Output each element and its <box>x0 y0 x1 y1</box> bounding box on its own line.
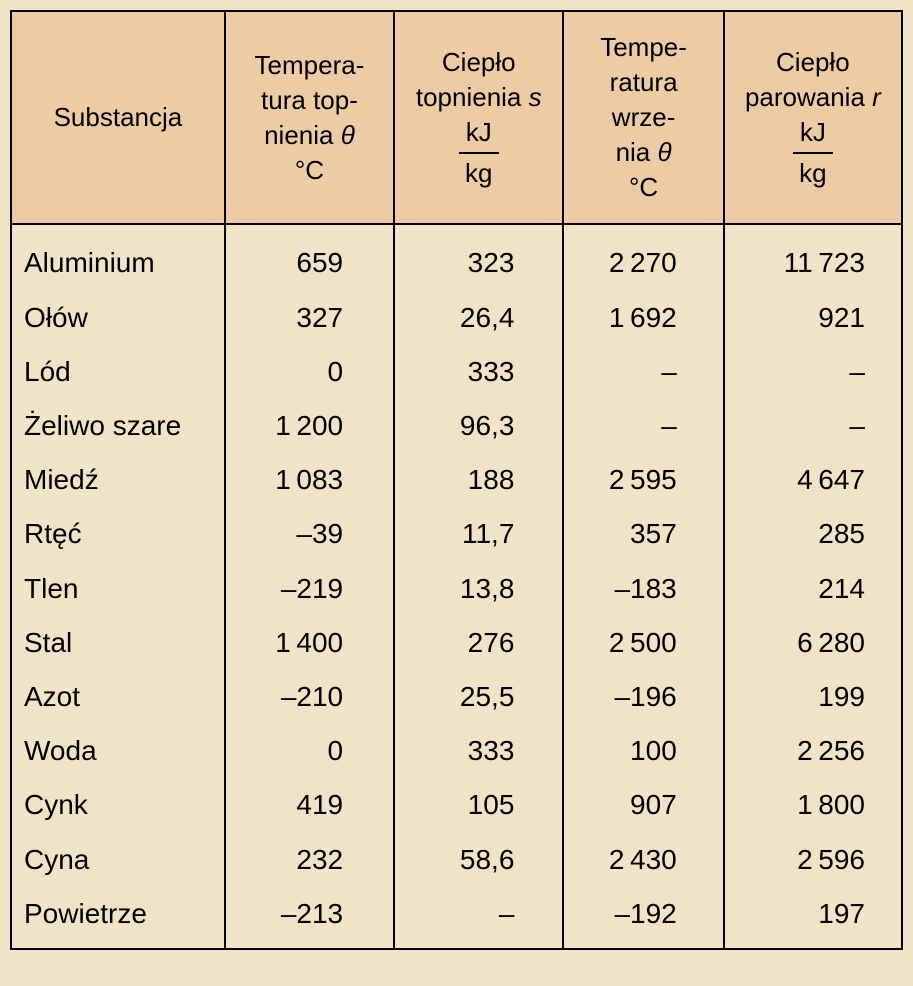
cell-melt-temp: 0 <box>225 724 394 778</box>
cell-boil-temp: – <box>563 345 723 399</box>
cell-melt-temp: 0 <box>225 345 394 399</box>
col-header-melt-temp: Tempera- tura top- nienia θ °C <box>225 11 394 224</box>
cell-melt-heat: 333 <box>394 724 563 778</box>
cell-melt-temp: –219 <box>225 562 394 616</box>
cell-boil-heat: 197 <box>724 887 902 949</box>
cell-melt-heat: 96,3 <box>394 399 563 453</box>
table-row: Ołów32726,41 692921 <box>11 291 902 345</box>
cell-boil-temp: 2 270 <box>563 224 723 290</box>
table-row: Stal1 4002762 5006 280 <box>11 616 902 670</box>
table-row: Żeliwo szare1 20096,3–– <box>11 399 902 453</box>
cell-melt-temp: 659 <box>225 224 394 290</box>
cell-substance: Tlen <box>11 562 225 616</box>
table-row: Aluminium6593232 27011 723 <box>11 224 902 290</box>
cell-boil-temp: 2 430 <box>563 833 723 887</box>
col-header-substance: Substancja <box>11 11 225 224</box>
cell-melt-temp: 327 <box>225 291 394 345</box>
cell-melt-temp: 1 083 <box>225 453 394 507</box>
cell-substance: Rtęć <box>11 507 225 561</box>
cell-boil-heat: 214 <box>724 562 902 616</box>
cell-boil-temp: 100 <box>563 724 723 778</box>
cell-melt-heat: 188 <box>394 453 563 507</box>
cell-boil-temp: –192 <box>563 887 723 949</box>
cell-boil-temp: 2 500 <box>563 616 723 670</box>
cell-boil-temp: 357 <box>563 507 723 561</box>
cell-melt-heat: 11,7 <box>394 507 563 561</box>
header-row: Substancja Tempera- tura top- nienia θ °… <box>11 11 902 224</box>
cell-boil-temp: –196 <box>563 670 723 724</box>
cell-boil-heat: 199 <box>724 670 902 724</box>
cell-melt-heat: 13,8 <box>394 562 563 616</box>
cell-melt-temp: –39 <box>225 507 394 561</box>
cell-substance: Aluminium <box>11 224 225 290</box>
cell-boil-temp: – <box>563 399 723 453</box>
cell-boil-heat: – <box>724 399 902 453</box>
cell-melt-heat: 26,4 <box>394 291 563 345</box>
cell-boil-heat: – <box>724 345 902 399</box>
cell-melt-heat: 276 <box>394 616 563 670</box>
cell-substance: Powietrze <box>11 887 225 949</box>
cell-melt-temp: 419 <box>225 778 394 832</box>
cell-boil-temp: 907 <box>563 778 723 832</box>
cell-melt-temp: –210 <box>225 670 394 724</box>
cell-melt-heat: 25,5 <box>394 670 563 724</box>
table-row: Woda03331002 256 <box>11 724 902 778</box>
cell-melt-heat: – <box>394 887 563 949</box>
cell-melt-heat: 333 <box>394 345 563 399</box>
cell-boil-temp: 1 692 <box>563 291 723 345</box>
col-header-boil-heat: Ciepło parowania r kJ kg <box>724 11 902 224</box>
cell-substance: Azot <box>11 670 225 724</box>
cell-boil-temp: –183 <box>563 562 723 616</box>
table-row: Azot–21025,5–196199 <box>11 670 902 724</box>
cell-substance: Cynk <box>11 778 225 832</box>
table-row: Powietrze–213––192197 <box>11 887 902 949</box>
cell-melt-temp: 232 <box>225 833 394 887</box>
cell-boil-heat: 2 596 <box>724 833 902 887</box>
col-header-melt-heat: Ciepło topnienia s kJ kg <box>394 11 563 224</box>
cell-substance: Ołów <box>11 291 225 345</box>
col-header-boil-temp: Tempe- ratura wrze- nia θ °C <box>563 11 723 224</box>
cell-substance: Woda <box>11 724 225 778</box>
cell-melt-temp: 1 400 <box>225 616 394 670</box>
properties-table: Substancja Tempera- tura top- nienia θ °… <box>10 10 903 950</box>
table-row: Tlen–21913,8–183214 <box>11 562 902 616</box>
cell-melt-temp: –213 <box>225 887 394 949</box>
cell-boil-heat: 6 280 <box>724 616 902 670</box>
cell-substance: Cyna <box>11 833 225 887</box>
table-row: Cynk4191059071 800 <box>11 778 902 832</box>
table-row: Cyna23258,62 4302 596 <box>11 833 902 887</box>
cell-substance: Miedź <box>11 453 225 507</box>
table-row: Rtęć–3911,7357285 <box>11 507 902 561</box>
cell-melt-heat: 105 <box>394 778 563 832</box>
cell-substance: Lód <box>11 345 225 399</box>
table-row: Miedź1 0831882 5954 647 <box>11 453 902 507</box>
cell-melt-heat: 323 <box>394 224 563 290</box>
cell-boil-heat: 285 <box>724 507 902 561</box>
cell-substance: Żeliwo szare <box>11 399 225 453</box>
cell-substance: Stal <box>11 616 225 670</box>
cell-boil-heat: 921 <box>724 291 902 345</box>
cell-boil-heat: 11 723 <box>724 224 902 290</box>
cell-boil-heat: 4 647 <box>724 453 902 507</box>
table-body: Aluminium6593232 27011 723Ołów32726,41 6… <box>11 224 902 948</box>
cell-boil-temp: 2 595 <box>563 453 723 507</box>
table-row: Lód0333–– <box>11 345 902 399</box>
cell-melt-heat: 58,6 <box>394 833 563 887</box>
cell-melt-temp: 1 200 <box>225 399 394 453</box>
cell-boil-heat: 2 256 <box>724 724 902 778</box>
cell-boil-heat: 1 800 <box>724 778 902 832</box>
